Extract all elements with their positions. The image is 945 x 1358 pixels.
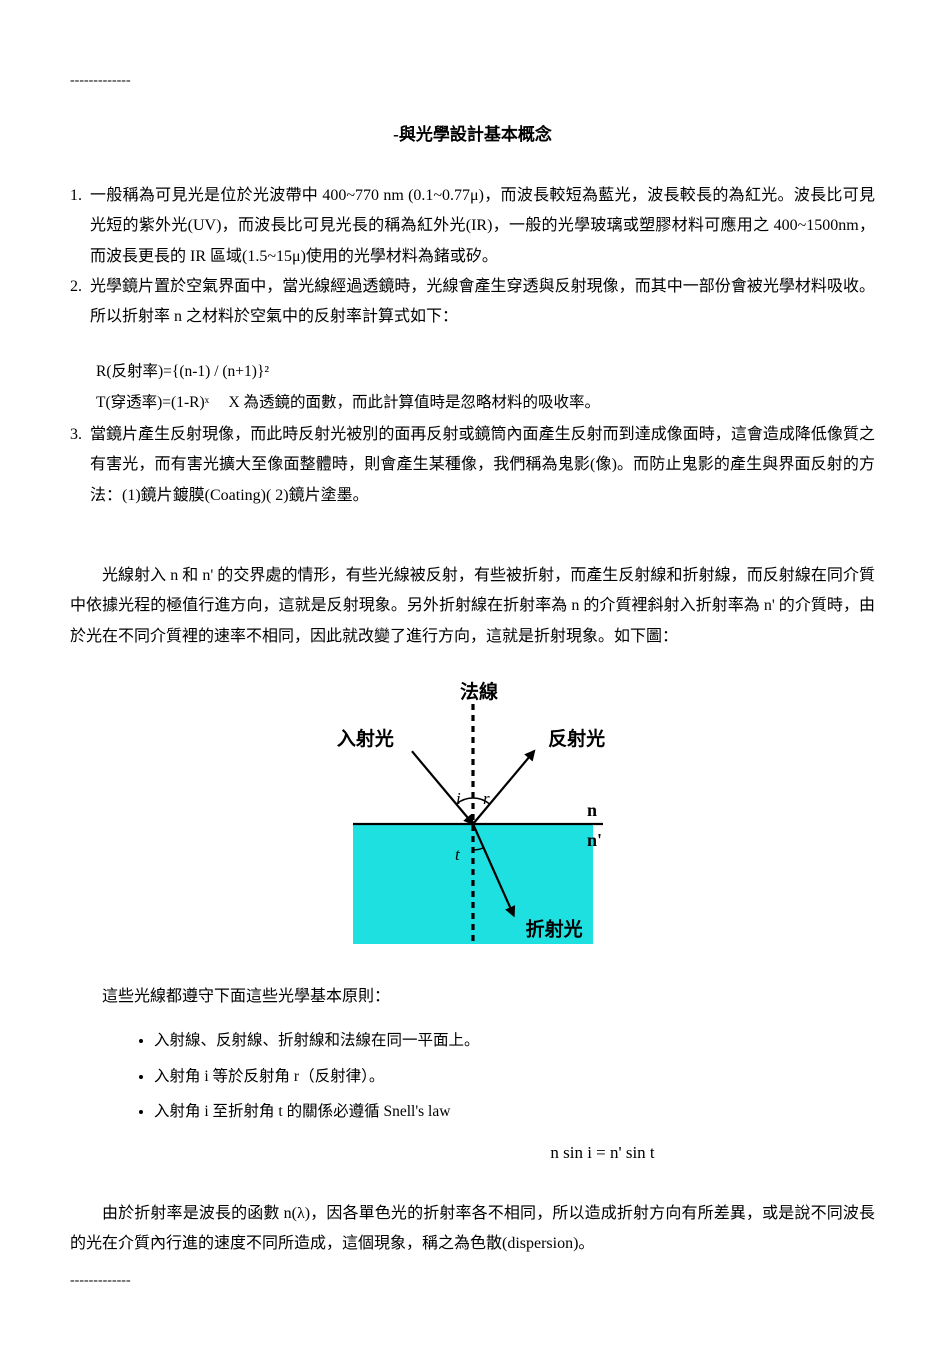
paragraph-principles-intro: 這些光線都遵守下面這些光學基本原則： bbox=[70, 982, 875, 1012]
bullet-3: 入射角 i 至折射角 t 的關係必遵循 Snell's law bbox=[154, 1097, 875, 1126]
list-item-3: 3. 當鏡片產生反射現像，而此時反射光被別的面再反射或鏡筒內面產生反射而到達成像… bbox=[70, 420, 875, 511]
numbered-list-cont: 3. 當鏡片產生反射現像，而此時反射光被別的面再反射或鏡筒內面產生反射而到達成像… bbox=[70, 420, 875, 511]
refraction-diagram-container: 法線入射光反射光折射光irtnn' bbox=[70, 674, 875, 964]
svg-text:法線: 法線 bbox=[459, 680, 497, 703]
bullet-1: 入射線、反射線、折射線和法線在同一平面上。 bbox=[154, 1026, 875, 1055]
list-number: 2. bbox=[70, 272, 90, 302]
svg-text:反射光: 反射光 bbox=[548, 727, 605, 750]
list-text-1: 一般稱為可見光是位於光波帶中 400~770 nm (0.1~0.77μ)，而波… bbox=[90, 181, 875, 272]
list-text-3: 當鏡片產生反射現像，而此時反射光被別的面再反射或鏡筒內面產生反射而到達成像面時，… bbox=[90, 420, 875, 511]
numbered-list: 1. 一般稱為可見光是位於光波帶中 400~770 nm (0.1~0.77μ)… bbox=[70, 181, 875, 333]
list-number: 3. bbox=[70, 420, 90, 450]
list-text-2: 光學鏡片置於空氣界面中，當光線經過透鏡時，光線會產生穿透與反射現像，而其中一部份… bbox=[90, 272, 875, 333]
principles-list: 入射線、反射線、折射線和法線在同一平面上。 入射角 i 等於反射角 r（反射律）… bbox=[70, 1026, 875, 1126]
svg-text:入射光: 入射光 bbox=[336, 727, 393, 750]
formula-transmittance: T(穿透率)=(1-R)ˣ X 為透鏡的面數，而此計算值時是忽略材料的吸收率。 bbox=[70, 388, 875, 417]
bottom-separator: ------------- bbox=[70, 1268, 875, 1295]
refraction-diagram: 法線入射光反射光折射光irtnn' bbox=[313, 674, 633, 964]
list-item-1: 1. 一般稱為可見光是位於光波帶中 400~770 nm (0.1~0.77μ)… bbox=[70, 181, 875, 272]
paragraph-refraction-intro: 光線射入 n 和 n' 的交界處的情形，有些光線被反射，有些被折射，而產生反射線… bbox=[70, 561, 875, 652]
paragraph-dispersion: 由於折射率是波長的函數 n(λ)，因各單色光的折射率各不相同，所以造成折射方向有… bbox=[70, 1199, 875, 1260]
list-item-2: 2. 光學鏡片置於空氣界面中，當光線經過透鏡時，光線會產生穿透與反射現像，而其中… bbox=[70, 272, 875, 333]
formula-reflectance: R(反射率)={(n-1) / (n+1)}² bbox=[70, 357, 875, 386]
top-separator: ------------- bbox=[70, 68, 875, 95]
snells-law-equation: n sin i = n' sin t bbox=[70, 1137, 875, 1169]
svg-text:r: r bbox=[483, 789, 490, 808]
svg-text:折射光: 折射光 bbox=[525, 917, 582, 940]
page-title: -與光學設計基本概念 bbox=[70, 119, 875, 151]
svg-text:i: i bbox=[456, 789, 461, 808]
svg-text:n': n' bbox=[587, 830, 602, 850]
svg-text:n: n bbox=[587, 800, 597, 820]
list-number: 1. bbox=[70, 181, 90, 211]
bullet-2: 入射角 i 等於反射角 r（反射律）。 bbox=[154, 1062, 875, 1091]
